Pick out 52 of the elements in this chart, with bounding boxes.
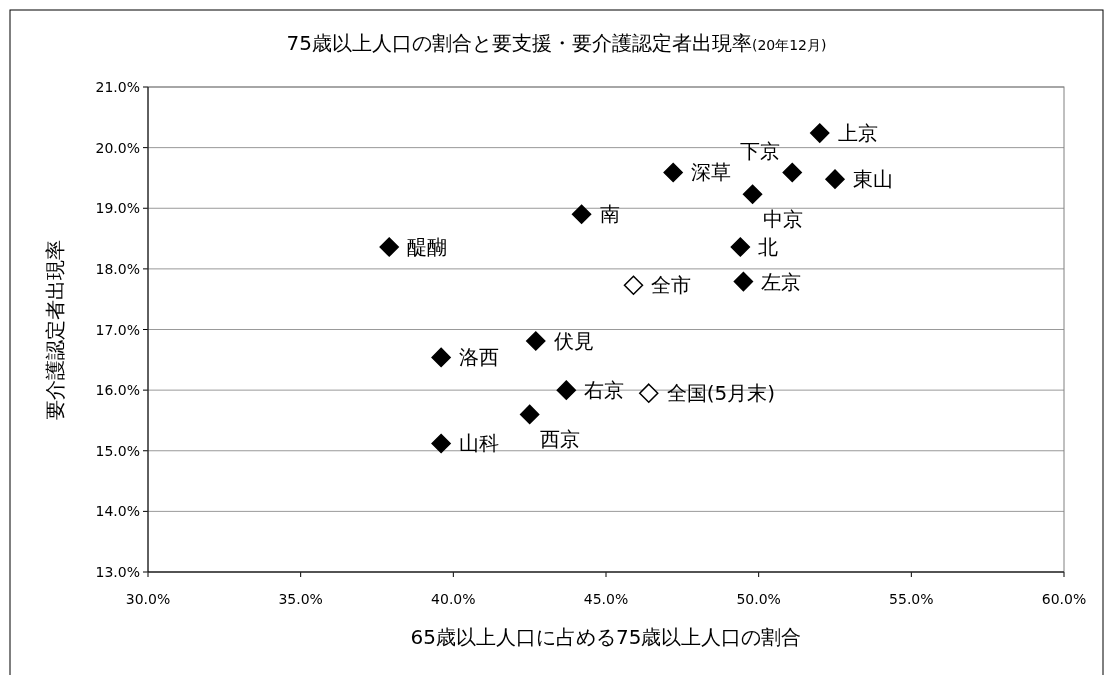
- point: [730, 237, 751, 257]
- point: [431, 433, 451, 454]
- point: [526, 331, 546, 351]
- point: [571, 204, 592, 225]
- x-tick-label: 50.0%: [736, 591, 781, 607]
- annotation: 伏見: [553, 329, 594, 354]
- annotation: 北: [758, 235, 779, 260]
- annotation: 下京: [740, 139, 781, 164]
- annotation: 全市: [651, 273, 692, 298]
- point: [379, 237, 399, 257]
- x-tick-label: 60.0%: [1041, 591, 1087, 607]
- point: [733, 271, 754, 292]
- x-tick-label: 45.0%: [583, 591, 629, 607]
- point: [431, 347, 451, 368]
- annotation: 左京: [761, 269, 802, 294]
- y-axis-title: 要介護認定者出現率: [43, 239, 67, 420]
- x-tick-label: 35.0%: [278, 591, 323, 607]
- annotation: 洛西: [459, 345, 500, 370]
- x-axis-title: 65歳以上人口に占める75歳以上人口の割合: [410, 625, 802, 649]
- y-tick-label: 13.0%: [95, 564, 140, 580]
- annotation: 中京: [762, 207, 803, 232]
- point: [825, 169, 845, 189]
- chart-title: 75歳以上人口の割合と要支援・要介護認定者出現率: [286, 31, 752, 55]
- annotation: 山科: [459, 431, 500, 456]
- point: [639, 383, 659, 403]
- point: [663, 162, 683, 183]
- y-tick-label: 16.0%: [95, 382, 140, 399]
- annotation: 右京: [584, 378, 625, 403]
- x-tick-label: 55.0%: [889, 591, 934, 607]
- y-tick-label: 18.0%: [95, 260, 140, 277]
- y-tick-label: 21.0%: [95, 79, 140, 95]
- x-tick-label: 30.0%: [125, 591, 171, 607]
- point: [556, 380, 577, 400]
- chart-subtitle: (20年12月): [751, 37, 827, 53]
- annotation: 全国(5月末): [666, 381, 776, 406]
- point: [742, 184, 763, 205]
- annotation: 西京: [539, 427, 580, 452]
- y-tick-label: 17.0%: [95, 321, 140, 338]
- point: [623, 275, 644, 295]
- annotation: 上京: [837, 121, 878, 146]
- y-tick-label: 19.0%: [95, 200, 140, 217]
- point: [519, 404, 540, 425]
- y-tick-label: 15.0%: [95, 442, 140, 459]
- point: [782, 162, 802, 183]
- annotation: 醍醐: [407, 235, 448, 260]
- y-tick-label: 14.0%: [95, 503, 140, 520]
- annotation: 南: [599, 202, 620, 227]
- annotation: 東山: [853, 167, 893, 192]
- x-tick-label: 40.0%: [431, 591, 476, 607]
- point: [809, 123, 830, 143]
- annotation: 深草: [691, 160, 732, 185]
- y-tick-label: 20.0%: [95, 139, 140, 156]
